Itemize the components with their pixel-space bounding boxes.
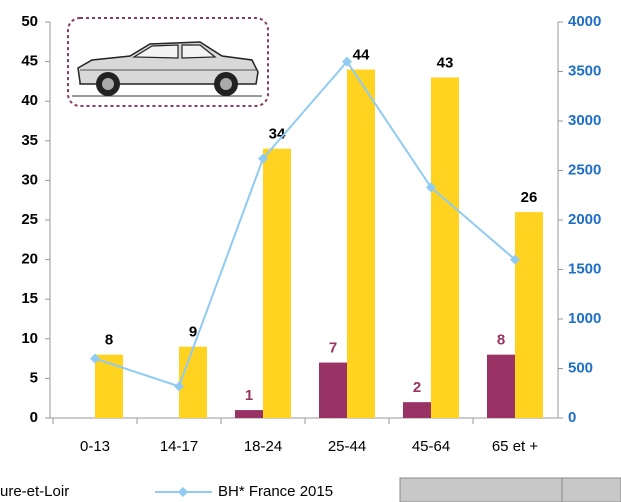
y-tick-label: 15 [21,290,38,307]
y-tick-label: 30 [21,171,38,188]
bar [431,77,459,418]
x-tick-label: 25-44 [328,438,366,455]
x-tick-label: 65 et + [492,438,539,455]
x-tick-label: 0-13 [80,438,110,455]
bar [179,346,207,418]
value-label: 8 [105,332,113,349]
car-picture [67,17,269,107]
line [94,59,516,388]
value-label: 8 [497,332,505,349]
y2-tick-label: 4000 [568,13,601,30]
y-tick-label: 0 [30,409,38,426]
x-tick-label: 14-17 [160,438,198,455]
line-marker [174,381,184,392]
legend-marker [178,487,188,497]
y2-tick-label: 0 [568,409,576,426]
x-tick-label: 45-64 [412,438,450,455]
bar [263,148,291,418]
y2-tick-label: 3500 [568,62,601,79]
y2-tick-label: 2500 [568,161,601,178]
legend-label: BH* France 2015 [218,483,333,500]
y-tick-label: 40 [21,92,38,109]
y2-tick-label: 2000 [568,211,601,228]
value-label: 26 [521,189,538,206]
bar [347,69,375,419]
y-tick-label: 20 [21,251,38,268]
value-label: 7 [329,340,337,357]
bar [515,212,543,418]
y-tick-label: 10 [21,330,38,347]
y2-tick-label: 500 [568,359,593,376]
bar [319,362,347,418]
y-tick-label: 25 [21,211,38,228]
line-marker [510,254,520,265]
line-marker [90,353,100,364]
y2-tick-label: 1500 [568,260,601,277]
value-label: 44 [353,46,370,63]
y2-tick-label: 3000 [568,112,601,129]
y-tick-label: 5 [30,369,38,386]
bar [95,354,123,418]
value-label: 2 [413,379,421,396]
legend-box [399,477,621,502]
value-label: 1 [245,387,253,404]
line-marker [342,56,352,67]
bar [235,410,263,418]
bar [403,402,431,418]
y2-tick-label: 1000 [568,310,601,327]
y-tick-label: 45 [21,53,38,70]
line-marker [258,153,268,164]
line-marker [426,182,436,193]
value-label: 43 [437,54,454,71]
y-tick-label: 35 [21,132,38,149]
legend-label: ure-et-Loir [0,483,69,500]
value-label: 9 [189,324,197,341]
y-tick-label: 50 [21,13,38,30]
x-tick-label: 18-24 [244,438,282,455]
bar [487,354,515,418]
